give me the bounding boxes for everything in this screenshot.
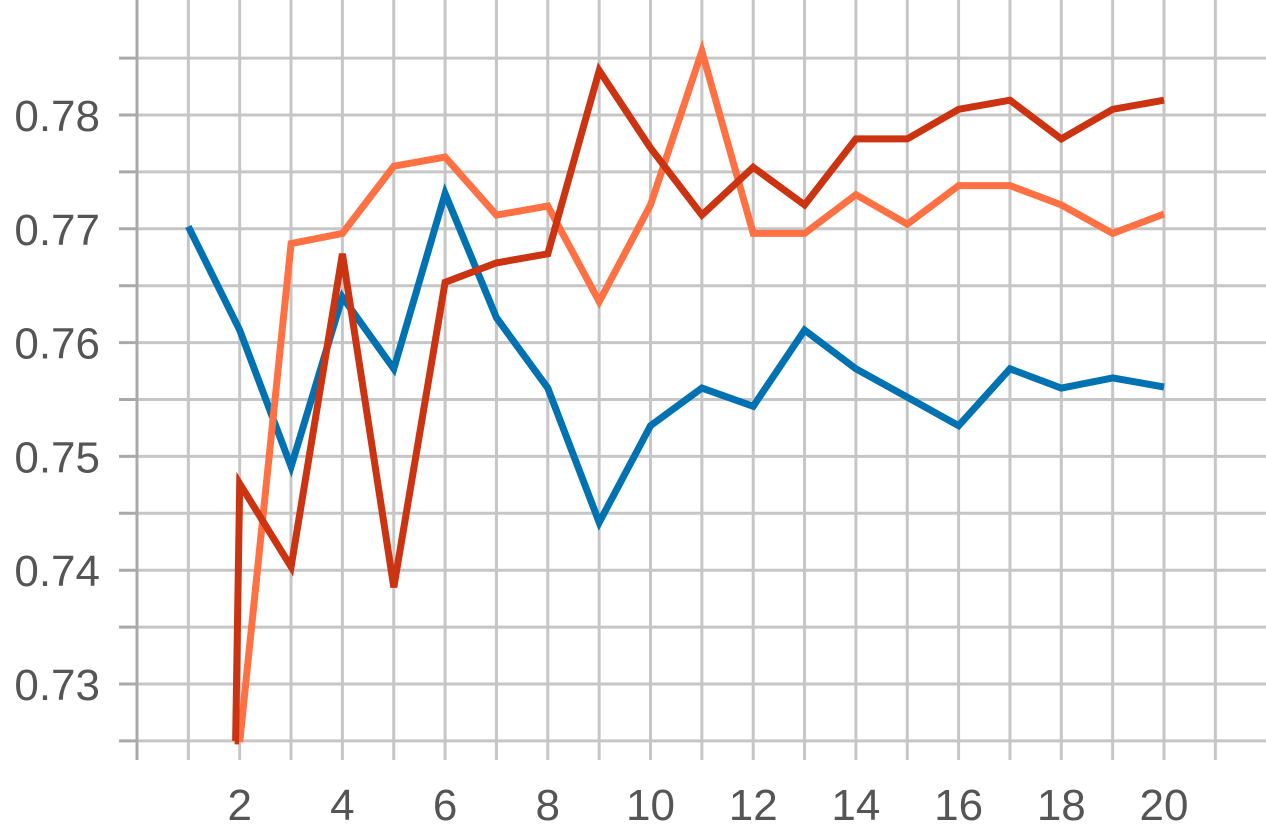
series-line-2 [236, 39, 1166, 743]
x-tick-label: 12 [729, 781, 778, 830]
y-tick-label: 0.77 [14, 206, 100, 255]
y-tick-label: 0.74 [14, 547, 100, 596]
y-tick-label: 0.75 [14, 433, 100, 482]
series-lines [185, 39, 1166, 745]
axes [119, 0, 139, 760]
y-tick-label: 0.73 [14, 661, 100, 710]
x-tick-label: 20 [1140, 781, 1189, 830]
y-tick-label: 0.76 [14, 320, 100, 369]
x-tick-label: 8 [536, 781, 560, 830]
x-tick-label: 6 [433, 781, 457, 830]
series-line-1 [185, 182, 1165, 531]
x-tick-label: 14 [831, 781, 880, 830]
x-tick-label: 10 [626, 781, 675, 830]
x-tick-label: 4 [330, 781, 354, 830]
series-line-3 [232, 62, 1165, 745]
tick-labels: 0.73 0.74 0.75 0.76 0.77 0.78 2 4 6 8 10 12 14 16 18 20 [14, 92, 1188, 830]
x-tick-label: 18 [1037, 781, 1086, 830]
x-tick-label: 16 [934, 781, 983, 830]
x-tick-label: 2 [227, 781, 251, 830]
y-tick-label: 0.78 [14, 92, 100, 141]
